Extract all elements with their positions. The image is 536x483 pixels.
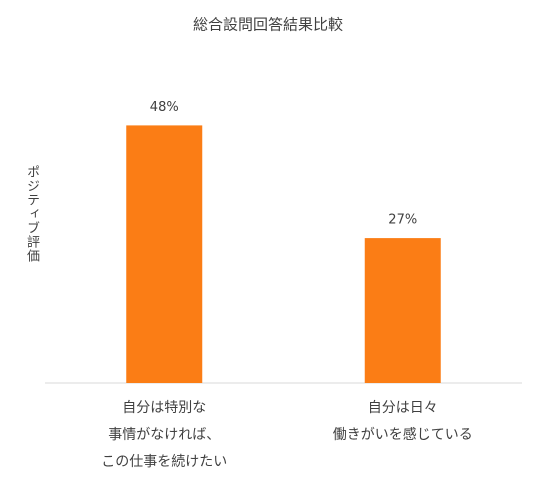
value-label: 48% xyxy=(150,100,179,115)
y-axis-label: ポジティブ評価 xyxy=(24,165,39,263)
bar xyxy=(364,238,441,383)
chart-title: 総合設問回答結果比較 xyxy=(193,16,343,34)
bar xyxy=(126,125,203,384)
value-label: 27% xyxy=(388,213,417,228)
x-tick-label: 自分は特別な 事情がなければ、 この仕事を続けたい xyxy=(101,400,228,470)
x-tick-label: 自分は日々 働きがいを感じている xyxy=(332,400,473,443)
